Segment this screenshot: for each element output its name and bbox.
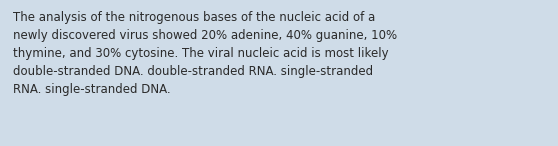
Text: The analysis of the nitrogenous bases of the nucleic acid of a
newly discovered : The analysis of the nitrogenous bases of… xyxy=(13,11,397,96)
